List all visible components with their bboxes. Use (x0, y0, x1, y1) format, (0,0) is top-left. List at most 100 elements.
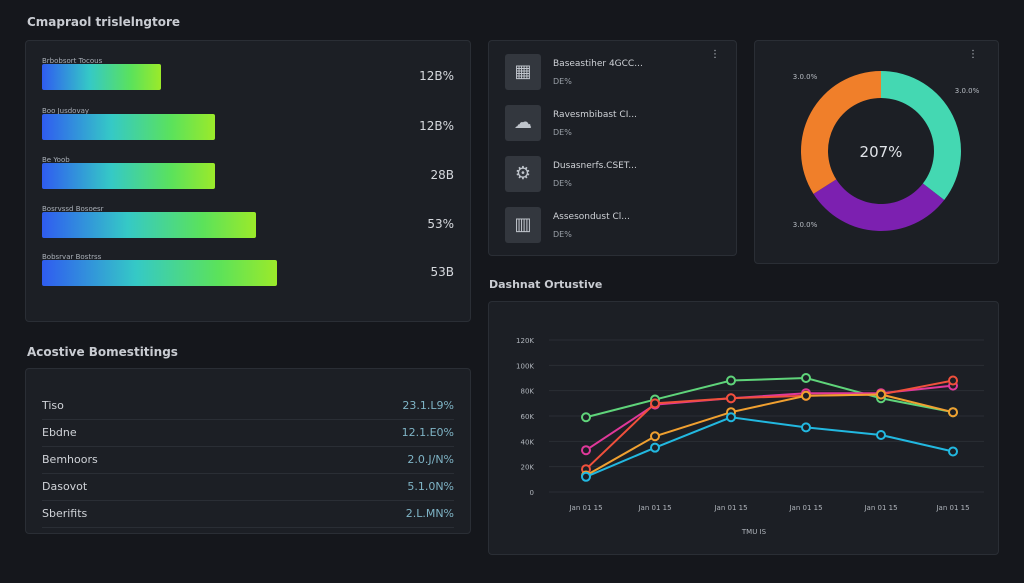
progress-bar (42, 212, 257, 238)
bars-panel: Brbobsort Tocous 12B% Boo Jusdovay 12B% Be Y… (25, 40, 471, 322)
bar-label: Brbobsort Tocous (42, 57, 103, 65)
donut-label: 3.0.0% (793, 73, 818, 81)
item-subtitle: DE% (553, 230, 572, 239)
donut-label: 3.0.0% (955, 87, 980, 95)
row-name: Bemhoors (42, 453, 98, 466)
series-line (585, 376, 954, 419)
series-line (585, 416, 954, 478)
x-axis-label: TMU IS (741, 528, 767, 536)
item-title: Baseastiher 4GCC... (553, 59, 643, 69)
donut-segment (813, 179, 945, 231)
table-row[interactable]: Dasovot 5.1.0N% (42, 474, 454, 501)
list-item[interactable]: ▦ Baseastiher 4GCC... DE% (505, 54, 725, 94)
row-name: Ebdne (42, 426, 77, 439)
data-point (876, 389, 886, 400)
item-title: Dusasnerfs.CSET... (553, 161, 637, 171)
donut-card: ⋮ 207% 3.0.0% 3.0.0% 3.0.0% (754, 40, 999, 264)
data-point (650, 398, 660, 409)
item-title: Assesondust Cl... (553, 212, 630, 222)
data-point (948, 407, 958, 418)
data-point (948, 446, 958, 457)
y-tick-label: 100K (516, 362, 534, 370)
y-tick-label: 20K (521, 464, 535, 472)
row-value: 12.1.E0% (401, 426, 454, 439)
list-item[interactable]: ⚙ Dusasnerfs.CSET... DE% (505, 156, 725, 196)
donut-center-label: 207% (860, 143, 903, 161)
row-value: 5.1.0N% (407, 480, 454, 493)
data-point (581, 445, 591, 456)
y-tick-label: 0 (530, 489, 534, 497)
item-title: Ravesmbibast CI... (553, 110, 637, 120)
item-subtitle: DE% (553, 128, 572, 137)
data-point (948, 375, 958, 386)
data-point (726, 412, 736, 423)
table-row[interactable]: Sberifits 2.L.MN% (42, 501, 454, 528)
cloud-icon: ☁ (505, 105, 541, 141)
data-point (581, 412, 591, 423)
data-point (650, 431, 660, 442)
row-name: Dasovot (42, 480, 88, 493)
progress-bar (42, 260, 277, 286)
progress-bar (42, 114, 216, 140)
data-point (581, 471, 591, 482)
bar-label: Bobsrvar Bostrss (42, 253, 102, 261)
table-row[interactable]: Tiso 23.1.L9% (42, 393, 454, 420)
data-point (726, 375, 736, 386)
bar-value: 53% (427, 217, 454, 231)
x-tick-label: Jan 01 15 (863, 504, 897, 512)
row-value: 23.1.L9% (402, 399, 454, 412)
y-tick-label: 40K (521, 438, 535, 446)
series-line (585, 379, 954, 470)
x-tick-label: Jan 01 15 (788, 504, 822, 512)
data-point (726, 393, 736, 404)
chart-icon: ▥ (505, 207, 541, 243)
data-point (801, 390, 811, 401)
line-chart: 0 20K 40K 60K 80K 100K 120K Jan 01 15 Jan 01 15 J… (516, 337, 984, 536)
bar-value: 12B% (419, 69, 454, 83)
item-subtitle: DE% (553, 77, 572, 86)
bar-label: Bosrvssd Bosoesr (42, 205, 104, 213)
y-tick-label: 120K (516, 337, 534, 345)
x-tick-label: Jan 01 15 (935, 504, 969, 512)
x-tick-label: Jan 01 15 (713, 504, 747, 512)
progress-bar (42, 64, 162, 90)
row-name: Sberifits (42, 507, 88, 520)
list-card: ⋮ ▦ Baseastiher 4GCC... DE% ☁ Ravesmbibast C… (488, 40, 737, 256)
bar-value: 12B% (419, 119, 454, 133)
more-icon[interactable]: ⋮ (968, 49, 978, 60)
x-tick-label: Jan 01 15 (637, 504, 671, 512)
line-chart-card: 0 20K 40K 60K 80K 100K 120K Jan 01 15 Jan 01 15 J… (488, 301, 999, 555)
row-value: 2.L.MN% (405, 507, 454, 520)
table-row[interactable]: Bemhoors 2.0.J/N% (42, 447, 454, 474)
metrics-table: Tiso 23.1.L9% Ebdne 12.1.E0% Bemhoors 2.0.J/N… (25, 368, 471, 534)
donut-label: 3.0.0% (793, 221, 818, 229)
series-line (585, 393, 954, 477)
grid-icon: ▦ (505, 54, 541, 90)
data-point (801, 422, 811, 433)
more-icon[interactable]: ⋮ (710, 49, 720, 60)
line-section-title: Dashnat Ortustive (489, 278, 603, 291)
donut-segment (881, 71, 961, 201)
bar-label: Boo Jusdovay (42, 107, 90, 115)
item-subtitle: DE% (553, 179, 572, 188)
bar-label: Be Yoob (42, 156, 70, 164)
bars-section-title: Cmapraol trislelngtore (27, 15, 180, 29)
data-point (650, 442, 660, 453)
bar-value: 28B (430, 168, 454, 182)
donut-chart: 207% 3.0.0% 3.0.0% 3.0.0% (793, 71, 980, 231)
gear-icon: ⚙ (505, 156, 541, 192)
row-value: 2.0.J/N% (407, 453, 454, 466)
x-tick-label: Jan 01 15 (568, 504, 602, 512)
y-tick-label: 80K (521, 388, 535, 396)
table-row[interactable]: Ebdne 12.1.E0% (42, 420, 454, 447)
list-item[interactable]: ☁ Ravesmbibast CI... DE% (505, 105, 725, 145)
list-item[interactable]: ▥ Assesondust Cl... DE% (505, 207, 725, 247)
data-point (801, 373, 811, 383)
bar-value: 53B (430, 265, 454, 279)
donut-segment (801, 71, 881, 194)
table-section-title: Acostive Bomestitings (27, 345, 178, 359)
progress-bar (42, 163, 216, 189)
row-name: Tiso (42, 399, 64, 412)
y-tick-label: 60K (521, 413, 535, 421)
data-point (876, 430, 886, 440)
